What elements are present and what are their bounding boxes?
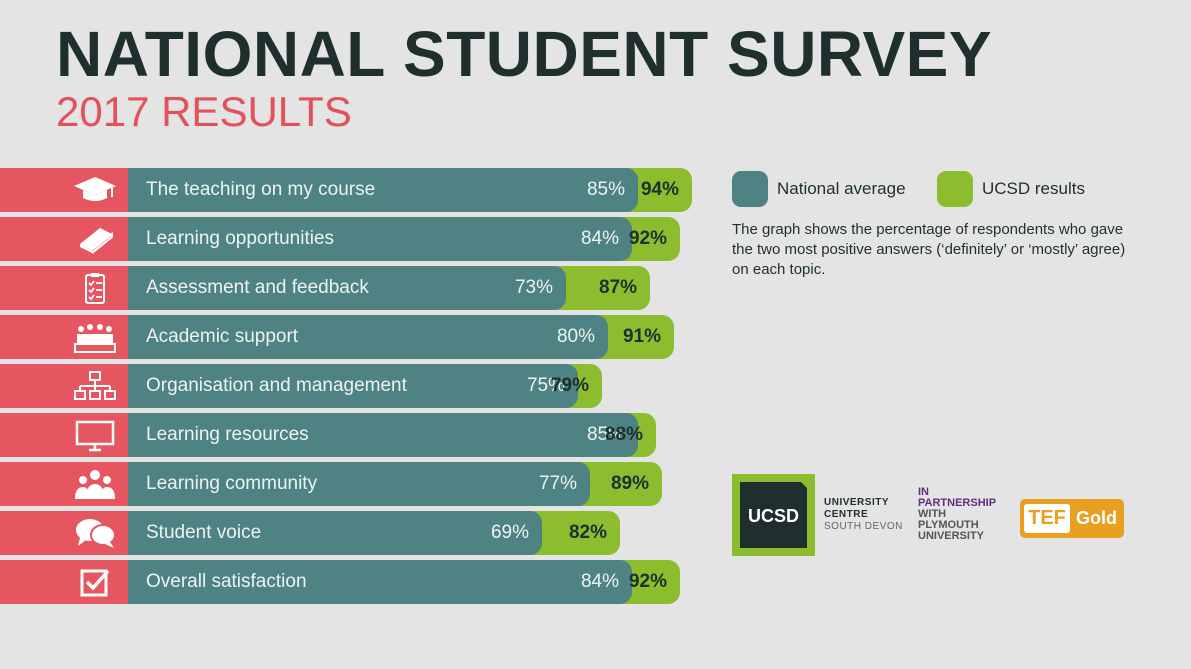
national-value-label: 84% (580, 571, 619, 592)
national-value-label: 75% (526, 375, 565, 396)
category-icon-box (0, 266, 128, 310)
speech-bubbles-icon (76, 519, 116, 548)
category-label: Academic support (146, 326, 299, 347)
category-icon-box (0, 413, 128, 457)
category-icon-box (0, 217, 128, 261)
legend-swatch-ucsd (937, 171, 973, 207)
category-label: Assessment and feedback (146, 277, 369, 298)
ucsd-line1: UNIVERSITY (824, 497, 890, 508)
category-label: Learning community (146, 473, 318, 494)
legend-label-national: National average (777, 179, 906, 198)
ucsd-value-label: 89% (610, 473, 649, 494)
community-icon (75, 470, 115, 499)
tef-gold-badge: TEF Gold (1020, 499, 1124, 538)
national-bar (128, 266, 566, 310)
chart-row: Assessment and feedback 73% 87% (0, 266, 700, 310)
category-icon-box (0, 364, 128, 408)
page-subtitle: 2017 RESULTS (56, 88, 352, 135)
ucsd-value-label: 82% (568, 522, 607, 543)
page-title: NATIONAL STUDENT SURVEY (56, 18, 993, 90)
national-bar (128, 462, 590, 506)
clipboard-checklist-icon (85, 273, 105, 304)
monitor-icon (75, 420, 115, 452)
tef-grade: Gold (1076, 508, 1117, 528)
national-bar (128, 217, 632, 261)
partnership-logo: IN PARTNERSHIP WITH PLYMOUTH UNIVERSITY (918, 487, 996, 542)
ucsd-value-label: 79% (550, 375, 589, 396)
ucsd-logo: UCSD (732, 474, 815, 556)
ucsd-value-label: 88% (604, 424, 643, 445)
national-value-label: 69% (490, 522, 529, 543)
legend-label-ucsd: UCSD results (982, 179, 1085, 198)
category-icon-box (0, 511, 128, 555)
chart-row: Learning resources 85% 88% (0, 413, 700, 457)
ucsd-value-label: 92% (628, 571, 667, 592)
chart-row: Organisation and management 75% 79% (0, 364, 700, 408)
chart-row: Learning community 77% 89% (0, 462, 700, 506)
national-value-label: 73% (514, 277, 553, 298)
graduation-cap-icon (74, 177, 116, 201)
national-bar (128, 413, 638, 457)
national-value-label: 80% (556, 326, 595, 347)
category-label: The teaching on my course (146, 179, 376, 200)
category-label: Overall satisfaction (146, 571, 307, 592)
chart-row: Student voice 69% 82% (0, 511, 700, 555)
national-value-label: 85% (586, 424, 625, 445)
chart-row: The teaching on my course 85% 94% (0, 168, 700, 212)
org-chart-icon (74, 371, 116, 400)
meeting-icon (74, 324, 116, 353)
chart-note: The graph shows the percentage of respon… (732, 221, 1126, 278)
national-bar (128, 511, 542, 555)
category-icon-box (0, 168, 128, 212)
tef-text: TEF (1024, 504, 1070, 533)
ucsd-line2: CENTRE (824, 509, 869, 520)
category-icon-box (0, 560, 128, 604)
category-label: Student voice (146, 522, 262, 543)
legend-swatch-national (732, 171, 768, 207)
category-label: Learning opportunities (146, 228, 335, 249)
category-icon-box (0, 462, 128, 506)
national-value-label: 84% (580, 228, 619, 249)
partner-line2: PARTNERSHIP (918, 497, 997, 509)
category-label: Organisation and management (146, 375, 407, 396)
national-value-label: 85% (586, 179, 625, 200)
ucsd-logo-text: UCSD (747, 506, 799, 526)
category-icon-box (0, 315, 128, 359)
category-label: Learning resources (146, 424, 309, 445)
national-value-label: 77% (538, 473, 577, 494)
ucsd-value-label: 91% (622, 326, 661, 347)
national-bar (128, 560, 632, 604)
chart-row: Overall satisfaction 84% 92% (0, 560, 700, 604)
university-centre-text: UNIVERSITY CENTRE SOUTH DEVON (824, 497, 903, 533)
ucsd-value-label: 94% (640, 179, 679, 200)
national-bar (128, 168, 638, 212)
partner-line1: IN (918, 486, 929, 498)
ucsd-value-label: 92% (628, 228, 667, 249)
bar-chart: The teaching on my course 85% 94% Learning … (0, 168, 700, 608)
chart-row: Learning opportunities 84% 92% (0, 217, 700, 261)
checkbox-icon (80, 569, 110, 597)
partner-line3: WITH (918, 508, 947, 520)
chart-row: Academic support 80% 91% (0, 315, 700, 359)
national-bar (128, 364, 578, 408)
ucsd-value-label: 87% (598, 277, 637, 298)
partner-line4: PLYMOUTH (918, 519, 979, 531)
ucsd-line3: SOUTH DEVON (824, 521, 903, 532)
partner-line5: UNIVERSITY (918, 530, 985, 542)
national-bar (128, 315, 608, 359)
book-icon (80, 228, 113, 254)
